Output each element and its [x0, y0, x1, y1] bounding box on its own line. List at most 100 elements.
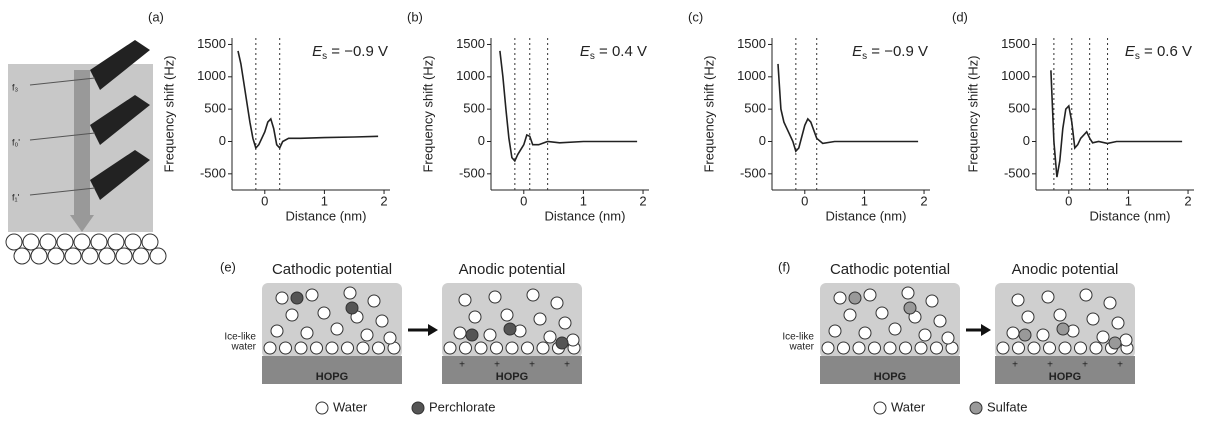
y-tick-label: -500: [1004, 165, 1030, 180]
panel-label: (c): [688, 9, 703, 24]
water-molecule: [888, 322, 902, 336]
annotation-part: E: [852, 43, 863, 60]
water-molecule: [533, 312, 547, 326]
water-molecule: [543, 330, 557, 344]
water-molecule: [566, 333, 580, 347]
panel-label: (a): [148, 9, 164, 24]
side-label: water: [231, 342, 257, 353]
annotation: Es = −0.9 V: [852, 43, 928, 62]
water-molecule: [1036, 328, 1050, 342]
water-molecule: [459, 341, 472, 355]
ion: [290, 291, 304, 305]
annotation-part: E: [1125, 43, 1136, 60]
x-tick-label: 0: [801, 193, 808, 208]
y-tick-label: 1000: [1001, 68, 1030, 83]
water-molecule: [483, 328, 497, 342]
water-molecule: [1058, 341, 1072, 355]
water-molecule: [310, 341, 323, 355]
substrate-atom: [22, 233, 40, 251]
panel-label: (e): [220, 259, 236, 274]
substrate-label: HOPG: [496, 371, 528, 383]
water-molecule: [325, 341, 339, 355]
water-molecule: [383, 331, 397, 345]
water-molecule: [933, 314, 947, 328]
substrate-atom: [13, 247, 31, 265]
water-molecule: [1103, 296, 1117, 310]
water-molecule: [1006, 326, 1020, 340]
water-molecule: [285, 308, 299, 322]
water-molecule: [1089, 341, 1103, 355]
y-tick-label: 1500: [197, 36, 226, 51]
x-axis-label: Distance (nm): [826, 208, 907, 223]
x-tick-label: 1: [580, 193, 587, 208]
water-molecule: [300, 326, 314, 340]
water-molecule: [500, 308, 514, 322]
x-axis-label: Distance (nm): [545, 208, 626, 223]
water-molecule: [1119, 333, 1133, 347]
water-molecule: [526, 288, 540, 302]
y-tick-label: 0: [219, 133, 226, 148]
water-molecule: [372, 341, 385, 355]
annotation: Es = −0.9 V: [312, 43, 388, 62]
water-molecule: [356, 341, 370, 355]
annotation-part: = 0.4 V: [595, 43, 647, 60]
side-label: Ice-like: [782, 332, 814, 343]
substrate-atom: [39, 233, 57, 251]
plus-sign: +: [1082, 360, 1088, 371]
y-tick-label: 1500: [456, 36, 485, 51]
water-molecule: [899, 341, 912, 355]
y-axis-label: Frequency shift (Hz): [420, 55, 435, 172]
substrate-atom: [149, 247, 167, 265]
illustration: [8, 40, 153, 232]
water-molecule: [317, 306, 331, 320]
water-molecule: [941, 331, 955, 345]
box-title: Cathodic potential: [830, 261, 950, 278]
annotation-part: = −0.9 V: [867, 43, 928, 60]
panel-label: (d): [952, 9, 968, 24]
x-tick-label: 2: [920, 193, 927, 208]
arrow-head: [981, 324, 991, 336]
x-tick-label: 2: [380, 193, 387, 208]
water-molecule: [341, 341, 354, 355]
substrate: [820, 356, 960, 384]
substrate-atom: [56, 233, 74, 251]
water-molecule: [837, 341, 850, 355]
data-line: [499, 50, 638, 163]
ion: [1056, 322, 1070, 336]
water-molecule: [925, 294, 939, 308]
ion: [465, 328, 479, 342]
plus-sign: +: [494, 360, 500, 371]
legend-water: [873, 401, 887, 415]
water-molecule: [505, 341, 519, 355]
plus-sign: +: [459, 360, 465, 371]
annotation-part: E: [580, 43, 591, 60]
substrate-label: HOPG: [316, 371, 348, 383]
ion: [1018, 328, 1032, 342]
substrate-atom: [115, 247, 133, 265]
box-title: Cathodic potential: [272, 261, 392, 278]
plus-sign: +: [1012, 360, 1018, 371]
water-molecule: [1086, 312, 1100, 326]
substrate-atom: [64, 247, 82, 265]
water-molecule: [443, 341, 457, 355]
x-tick-label: 2: [639, 193, 646, 208]
x-axis-label: Distance (nm): [286, 208, 367, 223]
ion: [848, 291, 862, 305]
substrate-atom: [98, 247, 116, 265]
water-molecule: [1074, 341, 1087, 355]
y-axis-label: Frequency shift (Hz): [701, 55, 716, 172]
water-molecule: [294, 341, 308, 355]
water-molecule: [1043, 341, 1056, 355]
side-label: Ice-like: [224, 332, 256, 343]
substrate-atom: [90, 233, 108, 251]
legend-label: Water: [891, 399, 926, 414]
box-title: Anodic potential: [1012, 261, 1119, 278]
water-molecule: [852, 341, 866, 355]
annotation-part: s: [590, 51, 595, 62]
substrate-atom: [81, 247, 99, 265]
x-tick-label: 1: [1125, 193, 1132, 208]
water-molecule: [330, 322, 344, 336]
y-tick-label: 1500: [737, 36, 766, 51]
ion: [1108, 336, 1122, 350]
substrate-atom: [107, 233, 125, 251]
